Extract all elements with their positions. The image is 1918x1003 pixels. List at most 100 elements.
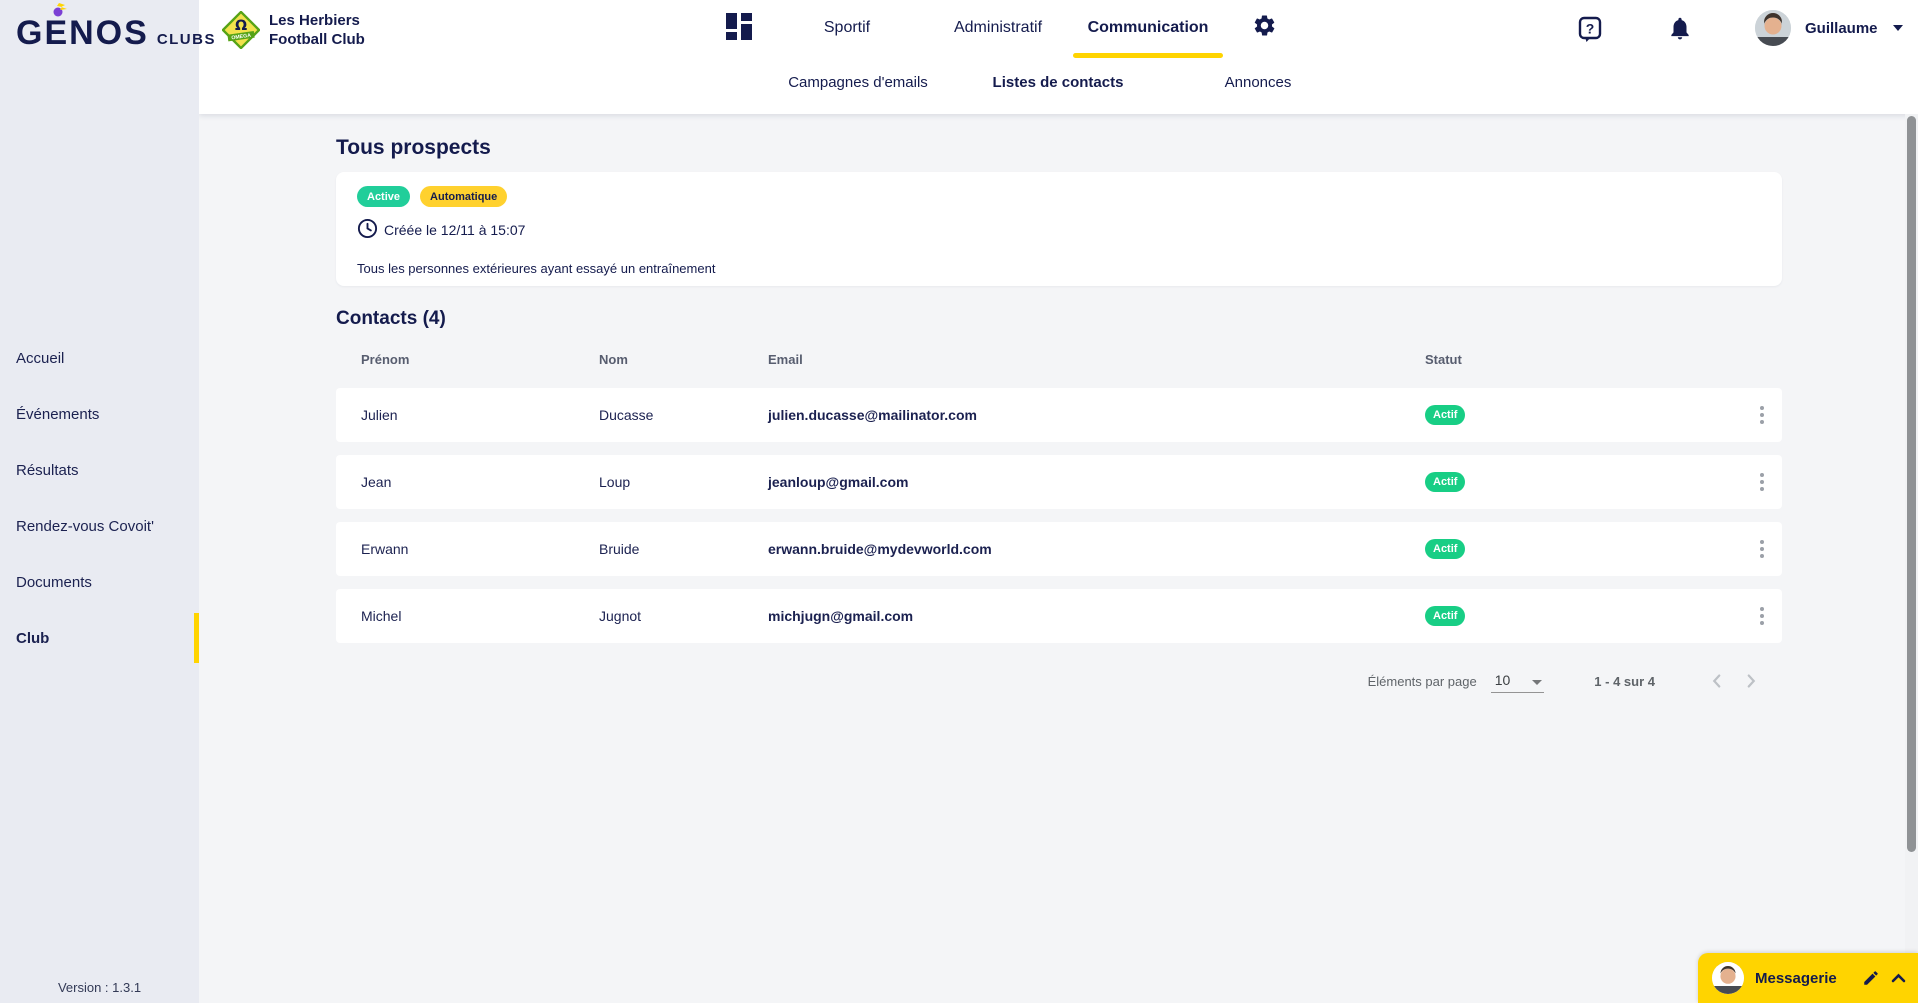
cell-first-name: Jean bbox=[361, 474, 392, 490]
help-icon[interactable]: ? bbox=[1577, 15, 1603, 48]
subnav-item-annonces[interactable]: Annonces bbox=[1225, 74, 1292, 91]
svg-text:Ω: Ω bbox=[235, 18, 247, 34]
sidebar-menu: Accueil Événements Résultats Rendez-vous… bbox=[0, 330, 199, 666]
top-header: Ω OMEGA Les Herbiers Football Club Sport… bbox=[199, 0, 1918, 114]
status-badge: Actif bbox=[1425, 405, 1466, 425]
sidebar-item-rendez-vous-covoit[interactable]: Rendez-vous Covoit' bbox=[0, 498, 199, 554]
tab-communication[interactable]: Communication bbox=[1087, 12, 1209, 44]
notifications-bell-icon[interactable] bbox=[1667, 14, 1693, 47]
list-info-card: Active Automatique Créée le 12/11 à 15:0… bbox=[336, 172, 1782, 286]
dashboard-grid-icon[interactable] bbox=[726, 13, 753, 45]
row-menu-kebab-icon[interactable] bbox=[1754, 400, 1770, 430]
chevron-down-icon[interactable] bbox=[1892, 19, 1904, 37]
club-selector[interactable]: Ω OMEGA Les Herbiers Football Club bbox=[222, 11, 365, 49]
row-menu-kebab-icon[interactable] bbox=[1754, 534, 1770, 564]
subnav-item-listes-contacts[interactable]: Listes de contacts bbox=[993, 74, 1124, 91]
user-name: Guillaume bbox=[1805, 19, 1878, 37]
pagination-range: 1 - 4 sur 4 bbox=[1594, 673, 1655, 689]
previous-page-button[interactable] bbox=[1700, 664, 1734, 698]
per-page-select[interactable]: 10 bbox=[1490, 670, 1545, 693]
per-page-value: 10 bbox=[1494, 671, 1511, 688]
subnav-label: Listes de contacts bbox=[992, 74, 1124, 91]
paginator: Éléments par page 10 1 - 4 sur 4 bbox=[336, 659, 1782, 703]
table-row: Erwann Bruide erwann.bruide@mydevworld.c… bbox=[336, 522, 1782, 576]
list-description: Tous les personnes extérieures ayant ess… bbox=[357, 261, 716, 276]
subnav-item-campagnes-emails[interactable]: Campagnes d'emails bbox=[788, 74, 928, 91]
column-header-nom: Nom bbox=[599, 351, 628, 367]
scrollbar-track bbox=[1905, 114, 1918, 1003]
user-menu[interactable]: Guillaume bbox=[1755, 10, 1904, 46]
status-badge: Actif bbox=[1425, 606, 1466, 626]
sidebar-item-evenements[interactable]: Événements bbox=[0, 386, 199, 442]
cell-first-name: Erwann bbox=[361, 541, 409, 557]
sidebar-item-label: Club bbox=[16, 629, 50, 647]
tab-sportif[interactable]: Sportif bbox=[799, 12, 895, 44]
table-row: Julien Ducasse julien.ducasse@mailinator… bbox=[336, 388, 1782, 442]
table-row: Michel Jugnot michjugn@gmail.com Actif bbox=[336, 589, 1782, 643]
sidebar-item-documents[interactable]: Documents bbox=[0, 554, 199, 610]
messenger-widget[interactable]: Messagerie bbox=[1698, 953, 1918, 1003]
cell-first-name: Julien bbox=[361, 407, 398, 423]
sidebar-item-resultats[interactable]: Résultats bbox=[0, 442, 199, 498]
tab-label: Communication bbox=[1087, 19, 1209, 36]
sidebar-item-label: Événements bbox=[16, 405, 100, 423]
tab-label: Administratif bbox=[953, 19, 1043, 36]
cell-email: julien.ducasse@mailinator.com bbox=[768, 407, 977, 423]
row-menu-kebab-icon[interactable] bbox=[1754, 601, 1770, 631]
compose-pencil-icon[interactable] bbox=[1862, 969, 1880, 987]
created-date-text: Créée le 12/11 à 15:07 bbox=[384, 222, 526, 238]
row-menu-kebab-icon[interactable] bbox=[1754, 467, 1770, 497]
status-badge: Actif bbox=[1425, 539, 1466, 559]
subnav-label: Annonces bbox=[1224, 74, 1292, 91]
messenger-avatar bbox=[1712, 962, 1744, 994]
clock-icon bbox=[357, 218, 378, 242]
status-badge-active: Active bbox=[357, 186, 411, 207]
per-page-label: Éléments par page bbox=[1367, 673, 1477, 689]
sidebar-item-label: Rendez-vous Covoit' bbox=[16, 517, 154, 535]
sidebar-item-club[interactable]: Club bbox=[0, 610, 199, 666]
cell-email: erwann.bruide@mydevworld.com bbox=[768, 541, 992, 557]
settings-gear-icon[interactable] bbox=[1252, 13, 1277, 43]
cell-email: michjugn@gmail.com bbox=[768, 608, 914, 624]
genos-logo: GENOS CLUBS bbox=[16, 3, 216, 53]
chevron-up-icon[interactable] bbox=[1891, 973, 1906, 983]
table-row: Jean Loup jeanloup@gmail.com Actif bbox=[336, 455, 1782, 509]
club-logo-icon: Ω OMEGA bbox=[222, 11, 260, 49]
next-page-button[interactable] bbox=[1734, 664, 1768, 698]
table-header-row: Prénom Nom Email Statut bbox=[336, 330, 1782, 388]
cell-last-name: Jugnot bbox=[599, 608, 642, 624]
select-caret-icon bbox=[1532, 679, 1543, 685]
badge-automatique: Automatique bbox=[420, 186, 508, 207]
club-name: Les Herbiers Football Club bbox=[269, 12, 365, 48]
mascot-icon bbox=[53, 2, 68, 23]
cell-first-name: Michel bbox=[361, 608, 402, 624]
column-header-prenom: Prénom bbox=[361, 351, 410, 367]
column-header-statut: Statut bbox=[1425, 351, 1462, 367]
cell-last-name: Loup bbox=[599, 474, 631, 490]
sidebar-item-accueil[interactable]: Accueil bbox=[0, 330, 199, 386]
page-title: Tous prospects bbox=[336, 136, 491, 159]
app-version: Version : 1.3.1 bbox=[57, 980, 142, 995]
logo-text-main: GENOS bbox=[16, 14, 149, 52]
tab-label: Sportif bbox=[823, 19, 871, 36]
subnav-label: Campagnes d'emails bbox=[788, 74, 928, 91]
cell-last-name: Ducasse bbox=[599, 407, 654, 423]
sidebar-item-label: Accueil bbox=[16, 349, 65, 367]
contacts-section-title: Contacts (4) bbox=[336, 308, 446, 329]
cell-last-name: Bruide bbox=[599, 541, 640, 557]
svg-text:OMEGA: OMEGA bbox=[231, 33, 252, 42]
user-avatar bbox=[1755, 10, 1791, 46]
tab-administratif[interactable]: Administratif bbox=[936, 12, 1060, 44]
logo-text-sub: CLUBS bbox=[156, 31, 216, 48]
scrollbar-thumb[interactable] bbox=[1907, 116, 1916, 852]
sidebar-item-label: Documents bbox=[16, 573, 92, 591]
main-content: Tous prospects Active Automatique Créée … bbox=[199, 114, 1918, 1003]
svg-text:?: ? bbox=[1586, 21, 1595, 37]
active-indicator-bar bbox=[194, 613, 199, 663]
column-header-email: Email bbox=[768, 351, 803, 367]
sidebar: GENOS CLUBS Accueil Événements Résultats… bbox=[0, 0, 214, 1003]
cell-email: jeanloup@gmail.com bbox=[768, 474, 909, 490]
sidebar-item-label: Résultats bbox=[16, 461, 79, 479]
messenger-label: Messagerie bbox=[1755, 969, 1837, 987]
active-tab-underline bbox=[1073, 53, 1223, 58]
